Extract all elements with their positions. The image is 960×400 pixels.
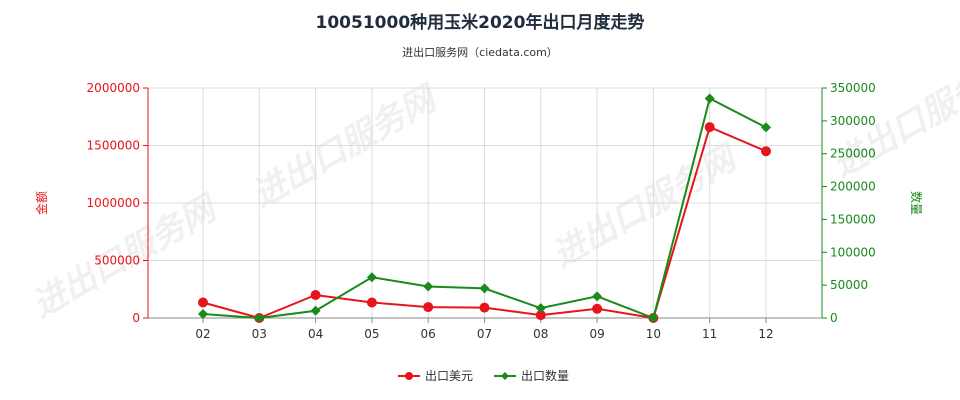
x-tick-label: 12 [758, 327, 773, 341]
data-point [423, 302, 434, 313]
y-right-tick-label: 100000 [830, 245, 876, 259]
chart-title: 10051000种用玉米2020年出口月度走势 [315, 13, 645, 33]
y-left-tick-label: 500000 [94, 254, 140, 268]
legend: 出口美元 出口数量 [398, 368, 569, 383]
x-tick-label: 06 [421, 327, 436, 341]
x-tick-label: 05 [364, 327, 379, 341]
data-point [761, 146, 771, 157]
x-tick-label: 09 [589, 327, 604, 341]
legend-label: 出口美元 [425, 369, 473, 383]
legend-label: 出口数量 [521, 368, 569, 383]
data-point [761, 122, 771, 133]
data-point [479, 302, 490, 313]
y-axis-left-title: 金额 [34, 191, 49, 215]
y-left-tick-label: 0 [132, 311, 140, 325]
y-left-tick-label: 1000000 [87, 196, 140, 210]
legend-swatch-marker [405, 372, 413, 380]
data-point [479, 283, 490, 294]
y-right-tick-label: 250000 [830, 147, 876, 161]
x-tick-label: 02 [195, 327, 210, 341]
data-point [535, 303, 546, 314]
data-point [198, 309, 208, 320]
data-point [310, 305, 321, 316]
data-point [704, 122, 715, 133]
data-point [592, 291, 603, 302]
data-point [198, 297, 208, 308]
x-tick-label: 08 [533, 327, 548, 341]
data-point [648, 313, 659, 323]
x-tick-label: 04 [308, 327, 323, 341]
y-right-tick-label: 300000 [830, 114, 876, 128]
x-tick-label: 03 [252, 327, 267, 341]
data-point [366, 297, 377, 308]
data-point [310, 290, 321, 300]
y-right-tick-label: 350000 [830, 81, 876, 95]
chart-subtitle: 进出口服务网（ciedata.com） [402, 46, 558, 59]
data-point [254, 313, 265, 323]
data-point [592, 303, 603, 314]
y-left-tick-label: 2000000 [87, 81, 140, 95]
data-point [704, 93, 715, 104]
y-right-tick-label: 50000 [830, 278, 868, 292]
legend-swatch-marker [501, 372, 509, 380]
data-point [366, 272, 377, 283]
x-tick-label: 11 [702, 327, 717, 341]
y-right-tick-label: 200000 [830, 180, 876, 194]
y-right-tick-label: 150000 [830, 212, 876, 226]
y-right-tick-label: 0 [830, 311, 838, 325]
data-point [535, 310, 546, 321]
grid-lines [148, 87, 822, 319]
y-left-tick-label: 1500000 [87, 139, 140, 153]
x-tick-label: 07 [477, 327, 492, 341]
data-point [423, 281, 434, 292]
axes: 0 500000 1000000 1500000 2000000 0 50000 100000… [87, 81, 876, 341]
x-tick-label: 10 [646, 327, 661, 341]
y-axis-right-title: 数量 [909, 191, 924, 215]
series-lines [198, 93, 771, 323]
